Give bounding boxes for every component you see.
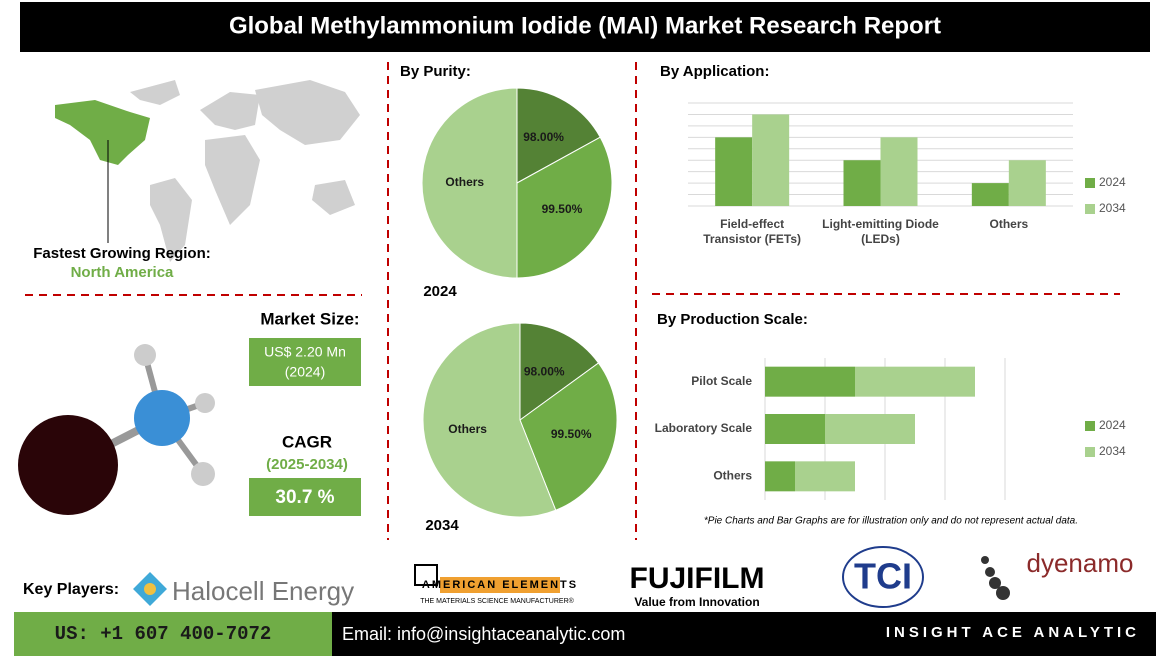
company-tagline: THE MATERIALS SCIENCE MANUFACTURER® <box>420 597 574 605</box>
company: Halocell Energy <box>172 576 354 606</box>
slice-label: Others <box>445 175 484 189</box>
company: TCI <box>854 556 912 597</box>
phone: US: +1 607 400-7072 <box>55 623 272 645</box>
cagr-period: (2025-2034) <box>266 456 348 473</box>
legend-swatch <box>1085 421 1095 431</box>
market-size-box <box>249 338 361 386</box>
pie-slice <box>422 322 557 518</box>
market-size-value: US$ 2.20 Mn <box>264 344 346 360</box>
legend-label: 2024 <box>1099 418 1126 432</box>
legend-swatch <box>1085 204 1095 214</box>
y-tick-label: Others <box>713 469 752 483</box>
slice-label: 98.00% <box>524 365 565 379</box>
legend-label: 2034 <box>1099 444 1126 458</box>
world-map <box>130 80 360 262</box>
brand: INSIGHT ACE ANALYTIC <box>886 624 1140 641</box>
bar <box>971 183 1009 206</box>
region-label: Fastest Growing Region: <box>33 245 211 262</box>
note: *Pie Charts and Bar Graphs are for illus… <box>704 516 1078 527</box>
bar <box>765 414 825 444</box>
title: Global Methylammonium Iodide (MAI) Marke… <box>229 12 941 39</box>
cagr-box <box>249 478 361 516</box>
header-bar <box>20 2 1150 52</box>
slice-label: 99.50% <box>551 427 592 441</box>
bar <box>880 137 918 206</box>
pie-slice <box>516 136 613 279</box>
cagr-label: CAGR <box>282 432 332 451</box>
bar <box>752 114 790 206</box>
ae-bg <box>440 565 560 575</box>
x-tick-label: Others <box>989 217 1029 231</box>
molecule <box>18 344 215 515</box>
slice-label: 99.50% <box>542 202 583 216</box>
bar <box>765 461 795 492</box>
dyenamo-logo <box>981 556 1010 600</box>
halocell-logo <box>133 572 167 606</box>
chart-title: By Production Scale: <box>657 311 808 328</box>
ae-logo <box>414 564 438 586</box>
company: dyenamo <box>1027 548 1134 578</box>
bar <box>795 461 855 492</box>
legend-label: 2024 <box>1099 175 1126 189</box>
email: Email: info@insightaceanalytic.com <box>342 624 625 644</box>
bar <box>855 366 975 397</box>
pie-slice <box>519 362 618 511</box>
legend-swatch <box>1085 178 1095 188</box>
legend-swatch <box>1085 447 1095 457</box>
company: FUJIFILM <box>630 562 765 595</box>
footer-bg <box>332 612 1156 656</box>
pie-slice <box>421 87 518 279</box>
bar <box>825 414 915 444</box>
chart-subtitle: 2034 <box>425 517 459 534</box>
slice-label: 98.00% <box>523 130 564 144</box>
bar <box>1008 160 1046 206</box>
legend-label: 2034 <box>1099 201 1126 215</box>
y-tick-label: Laboratory Scale <box>655 421 753 435</box>
bar <box>843 160 881 206</box>
market-size-label: Market Size: <box>260 309 359 328</box>
slice-label: Others <box>448 422 487 436</box>
bar <box>715 137 753 206</box>
pie-slice <box>519 322 600 421</box>
north-america <box>55 100 150 165</box>
region-value: North America <box>71 264 174 281</box>
x-tick-label: Light-emitting Diode (LEDs) <box>822 217 939 246</box>
market-size-year: (2024) <box>285 364 325 380</box>
x-tick-label: Field-effect Transistor (FETs) <box>703 217 802 246</box>
bar <box>765 366 855 397</box>
separators <box>25 62 1120 540</box>
cagr-value: 30.7 % <box>275 487 334 508</box>
company: AMERICAN ELEMENTS <box>422 579 578 591</box>
chart-title: By Purity: <box>400 63 471 80</box>
company-tagline: Value from Innovation <box>634 595 759 609</box>
pie-slice <box>516 87 601 184</box>
chart-title: By Application: <box>660 63 769 80</box>
tci-logo <box>842 546 924 608</box>
chart-subtitle: 2024 <box>423 283 457 300</box>
key-players-label: Key Players: <box>23 581 119 598</box>
ae-band <box>440 577 560 593</box>
y-tick-label: Pilot Scale <box>691 374 752 388</box>
footer-phone-bg <box>14 612 332 656</box>
